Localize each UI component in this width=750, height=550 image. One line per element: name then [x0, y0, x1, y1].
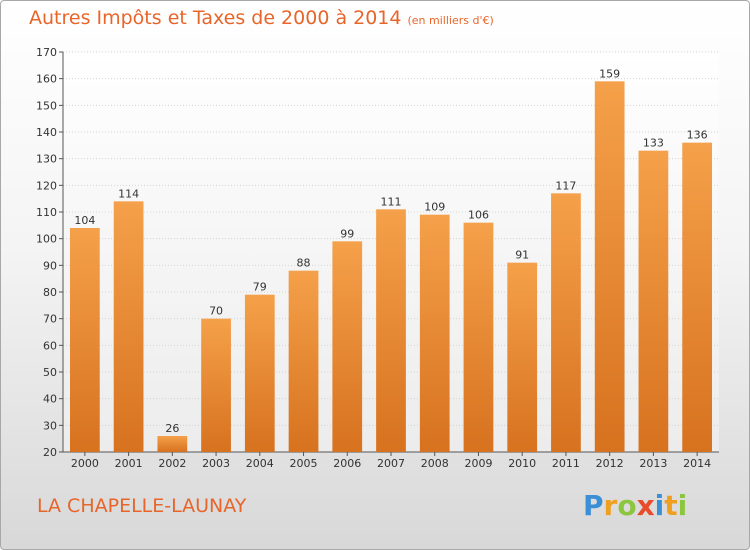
y-tick-label: 90 — [43, 259, 57, 272]
commune-name: LA CHAPELLE-LAUNAY — [37, 495, 247, 517]
bar-2006 — [332, 241, 363, 452]
chart-title-block: Autres Impôts et Taxes de 2000 à 2014 (en… — [29, 7, 494, 29]
logo-letter: P — [583, 489, 604, 522]
y-tick-label: 110 — [36, 206, 57, 219]
data-label-2004: 79 — [253, 281, 267, 294]
y-tick-label: 150 — [36, 99, 57, 112]
bar-2003 — [201, 318, 231, 452]
data-label-2011: 117 — [555, 179, 576, 192]
x-tick-label-2014: 2014 — [683, 457, 711, 470]
logo-letter: x — [636, 489, 655, 522]
x-tick-label-2002: 2002 — [158, 457, 186, 470]
bar-2014 — [682, 142, 713, 452]
bar-2007 — [376, 209, 406, 452]
data-label-2000: 104 — [74, 214, 95, 227]
bar-2000 — [69, 228, 100, 452]
bar-2011 — [551, 193, 581, 453]
y-tick-label: 20 — [43, 446, 57, 459]
logo-letter: t — [664, 489, 678, 522]
x-tick-label-2003: 2003 — [202, 457, 230, 470]
bar-2001 — [113, 201, 144, 452]
bar-2010 — [507, 262, 538, 452]
x-tick-label-2004: 2004 — [246, 457, 274, 470]
data-label-2002: 26 — [165, 422, 179, 435]
data-label-2014: 136 — [687, 129, 708, 142]
chart-subtitle: (en milliers d'€) — [407, 14, 494, 27]
x-tick-label-2006: 2006 — [333, 457, 361, 470]
x-tick-label-2009: 2009 — [464, 457, 492, 470]
data-label-2012: 159 — [599, 67, 620, 80]
y-tick-label: 170 — [36, 46, 57, 59]
plot-area: 20 30 40 50 60 70 80 90 100 110 120 130 140 150 160 170… — [36, 46, 719, 470]
x-tick-label-2005: 2005 — [290, 457, 318, 470]
logo-letter: o — [617, 489, 637, 522]
y-tick-label: 70 — [43, 313, 57, 326]
logo-letter: i — [677, 489, 688, 522]
x-tick-label-2001: 2001 — [115, 457, 143, 470]
data-label-2003: 70 — [209, 305, 223, 318]
x-tick-label-2013: 2013 — [639, 457, 667, 470]
data-label-2007: 111 — [381, 195, 402, 208]
y-tick-label: 130 — [36, 153, 57, 166]
data-label-2010: 91 — [515, 249, 529, 262]
data-label-2006: 99 — [340, 227, 354, 240]
bar-2013 — [638, 150, 669, 452]
proxiti-logo: Proxiti — [583, 489, 687, 522]
data-label-2008: 109 — [424, 201, 445, 214]
data-label-2013: 133 — [643, 137, 664, 150]
x-tick-label-2010: 2010 — [508, 457, 536, 470]
y-tick-label: 60 — [43, 339, 57, 352]
data-label-2009: 106 — [468, 209, 489, 222]
bar-2012 — [594, 81, 625, 452]
y-tick-label: 140 — [36, 126, 57, 139]
x-tick-label-2000: 2000 — [71, 457, 99, 470]
bar-2002 — [157, 436, 188, 452]
bar-2004 — [244, 294, 275, 452]
y-tick-label: 120 — [36, 179, 57, 192]
logo-letter: i — [654, 489, 665, 522]
x-tick-label-2012: 2012 — [596, 457, 624, 470]
y-tick-label: 80 — [43, 286, 57, 299]
chart-title: Autres Impôts et Taxes de 2000 à 2014 — [29, 7, 402, 29]
bar-2008 — [419, 214, 450, 452]
x-tick-label-2007: 2007 — [377, 457, 405, 470]
y-tick-label: 50 — [43, 366, 57, 379]
logo-letter: r — [603, 489, 618, 522]
y-tick-label: 160 — [36, 73, 57, 86]
y-tick-label: 100 — [36, 233, 57, 246]
x-tick-label-2011: 2011 — [552, 457, 580, 470]
x-tick-label-2008: 2008 — [421, 457, 449, 470]
data-label-2005: 88 — [297, 257, 311, 270]
data-label-2001: 114 — [118, 187, 139, 200]
bar-2009 — [463, 222, 494, 452]
bar-2005 — [288, 270, 319, 452]
y-tick-label: 30 — [43, 419, 57, 432]
y-tick-label: 40 — [43, 393, 57, 406]
